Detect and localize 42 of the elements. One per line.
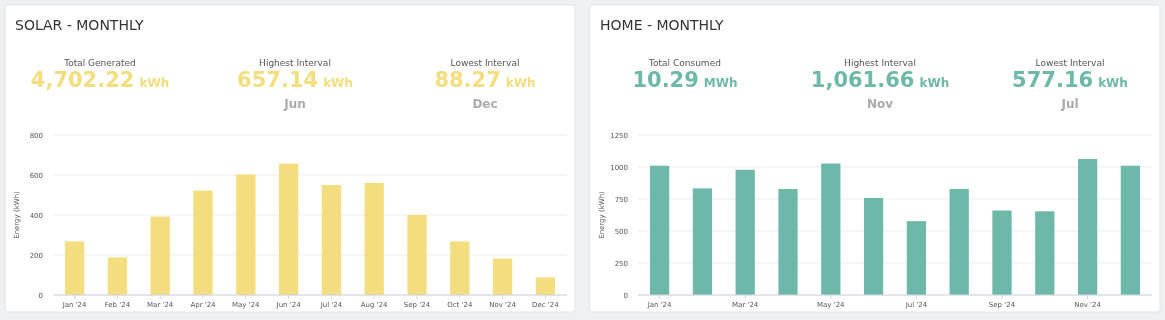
bar	[492, 258, 513, 295]
bar	[949, 189, 969, 295]
bar	[735, 169, 755, 295]
bar	[450, 241, 470, 295]
text: 10.29 MWh	[632, 68, 738, 92]
text: Nov	[866, 97, 894, 111]
bar	[364, 183, 384, 295]
chart-title: HOME - MONTHLY	[600, 17, 725, 33]
text: Lowest Interval	[450, 58, 520, 68]
bar	[193, 190, 213, 295]
chart-title: SOLAR - MONTHLY	[15, 17, 144, 33]
bar	[535, 277, 556, 295]
bar	[278, 163, 299, 295]
bar	[150, 216, 170, 295]
bar	[778, 189, 798, 295]
text: Jun	[283, 97, 306, 111]
text: Highest Interval	[259, 58, 331, 68]
text: Dec	[472, 97, 498, 111]
text: 577.16 kWh	[1012, 68, 1128, 92]
text: Jul	[1060, 97, 1079, 111]
text: 88.27 kWh	[434, 68, 536, 92]
bar	[821, 163, 841, 295]
bar	[1077, 159, 1098, 295]
bar	[107, 257, 128, 295]
text: Total Generated	[63, 58, 136, 68]
bar	[64, 241, 85, 295]
bar	[407, 215, 427, 295]
bar	[236, 174, 256, 295]
text: 657.14 kWh	[237, 68, 353, 92]
bar	[906, 221, 927, 295]
text: 4,702.22 kWh	[30, 68, 170, 92]
text: Highest Interval	[844, 58, 916, 68]
text: Total Consumed	[648, 58, 721, 68]
bar	[321, 185, 342, 295]
text: Lowest Interval	[1035, 58, 1105, 68]
bar	[649, 165, 670, 295]
bar	[1035, 211, 1055, 295]
text: 1,061.66 kWh	[810, 68, 950, 92]
bar	[992, 210, 1012, 295]
bar	[692, 188, 713, 295]
bar	[1120, 165, 1141, 295]
bar	[863, 197, 884, 295]
